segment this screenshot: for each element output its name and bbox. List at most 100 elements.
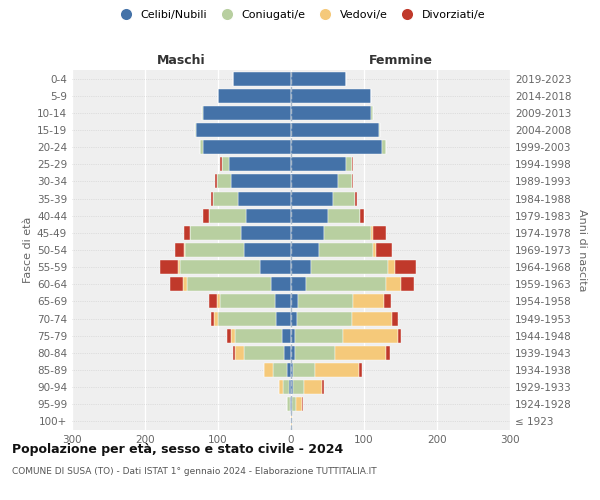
Bar bbox=[297, 312, 352, 326]
Bar bbox=[218, 88, 291, 102]
Bar bbox=[371, 106, 373, 120]
Bar bbox=[352, 312, 392, 326]
Bar bbox=[229, 158, 291, 172]
Y-axis label: Fasce di età: Fasce di età bbox=[23, 217, 33, 283]
Y-axis label: Anni di nascita: Anni di nascita bbox=[577, 209, 587, 291]
Bar bbox=[384, 294, 391, 308]
Bar bbox=[287, 398, 290, 411]
Bar bbox=[200, 140, 203, 154]
Bar bbox=[388, 260, 395, 274]
Bar bbox=[235, 328, 282, 342]
Bar bbox=[260, 260, 291, 274]
Text: COMUNE DI SUSA (TO) - Dati ISTAT 1° gennaio 2024 - Elaborazione TUTTITALIA.IT: COMUNE DI SUSA (TO) - Dati ISTAT 1° genn… bbox=[12, 468, 377, 476]
Bar bbox=[291, 243, 319, 257]
Bar bbox=[273, 363, 287, 377]
Bar bbox=[295, 328, 343, 342]
Bar bbox=[178, 260, 180, 274]
Bar bbox=[194, 123, 196, 137]
Bar bbox=[211, 312, 214, 326]
Bar bbox=[275, 294, 291, 308]
Bar bbox=[282, 328, 291, 342]
Bar bbox=[291, 158, 346, 172]
Bar bbox=[334, 192, 355, 205]
Bar bbox=[352, 158, 353, 172]
Bar bbox=[209, 294, 217, 308]
Bar bbox=[277, 312, 291, 326]
Bar bbox=[291, 414, 292, 428]
Bar bbox=[386, 278, 401, 291]
Bar bbox=[218, 312, 277, 326]
Bar bbox=[231, 328, 235, 342]
Bar bbox=[196, 123, 291, 137]
Bar bbox=[246, 208, 291, 222]
Bar bbox=[291, 140, 382, 154]
Bar bbox=[227, 328, 231, 342]
Bar bbox=[202, 106, 203, 120]
Bar bbox=[187, 278, 271, 291]
Bar bbox=[175, 243, 184, 257]
Bar bbox=[291, 260, 311, 274]
Bar bbox=[244, 346, 284, 360]
Bar bbox=[184, 243, 185, 257]
Bar bbox=[392, 312, 398, 326]
Bar bbox=[324, 226, 371, 240]
Bar bbox=[291, 192, 334, 205]
Bar bbox=[292, 398, 296, 411]
Bar bbox=[338, 174, 352, 188]
Bar bbox=[185, 243, 244, 257]
Bar bbox=[244, 243, 291, 257]
Text: Maschi: Maschi bbox=[157, 54, 206, 68]
Bar bbox=[305, 278, 386, 291]
Bar bbox=[231, 174, 291, 188]
Bar bbox=[343, 328, 398, 342]
Bar bbox=[214, 312, 218, 326]
Bar bbox=[291, 363, 293, 377]
Bar bbox=[233, 346, 235, 360]
Bar bbox=[373, 226, 386, 240]
Bar bbox=[373, 243, 376, 257]
Bar bbox=[401, 278, 413, 291]
Bar bbox=[235, 346, 244, 360]
Bar bbox=[287, 363, 291, 377]
Bar bbox=[382, 140, 386, 154]
Bar bbox=[296, 398, 302, 411]
Bar bbox=[315, 363, 359, 377]
Bar bbox=[376, 243, 392, 257]
Bar bbox=[304, 380, 322, 394]
Bar bbox=[395, 260, 416, 274]
Bar bbox=[233, 72, 291, 86]
Bar bbox=[291, 106, 371, 120]
Bar bbox=[220, 158, 221, 172]
Bar bbox=[291, 328, 295, 342]
Bar bbox=[290, 398, 291, 411]
Bar bbox=[353, 294, 384, 308]
Bar bbox=[180, 260, 260, 274]
Bar bbox=[346, 158, 352, 172]
Bar bbox=[209, 208, 246, 222]
Bar bbox=[215, 174, 217, 188]
Bar bbox=[220, 294, 275, 308]
Bar bbox=[291, 398, 292, 411]
Bar bbox=[203, 140, 291, 154]
Bar bbox=[264, 363, 273, 377]
Bar bbox=[293, 380, 304, 394]
Bar bbox=[295, 346, 335, 360]
Bar bbox=[190, 226, 241, 240]
Bar bbox=[221, 158, 229, 172]
Bar bbox=[293, 363, 315, 377]
Bar bbox=[203, 208, 209, 222]
Bar bbox=[170, 278, 183, 291]
Bar bbox=[319, 243, 373, 257]
Bar bbox=[291, 72, 346, 86]
Bar bbox=[283, 380, 289, 394]
Text: Popolazione per età, sesso e stato civile - 2024: Popolazione per età, sesso e stato civil… bbox=[12, 442, 343, 456]
Bar bbox=[184, 226, 190, 240]
Bar bbox=[291, 312, 297, 326]
Bar bbox=[217, 294, 220, 308]
Bar bbox=[386, 346, 389, 360]
Bar bbox=[203, 106, 291, 120]
Bar bbox=[284, 346, 291, 360]
Legend: Celibi/Nubili, Coniugati/e, Vedovi/e, Divorziati/e: Celibi/Nubili, Coniugati/e, Vedovi/e, Di… bbox=[110, 6, 490, 25]
Bar bbox=[241, 226, 291, 240]
Bar bbox=[213, 192, 238, 205]
